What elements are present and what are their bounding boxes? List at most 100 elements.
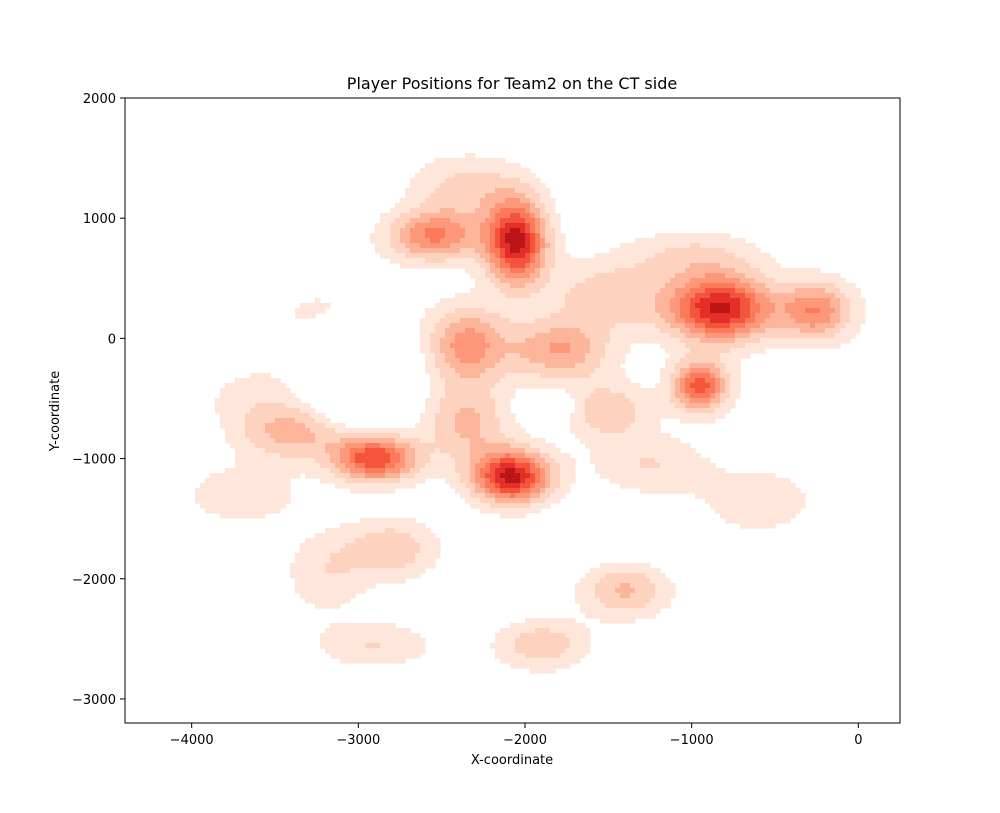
density-cell bbox=[665, 593, 671, 599]
density-cell bbox=[235, 398, 241, 404]
density-cell bbox=[350, 658, 356, 664]
density-cell bbox=[515, 633, 521, 639]
density-cell bbox=[690, 313, 696, 319]
density-cell bbox=[555, 213, 561, 219]
density-cell bbox=[495, 283, 501, 289]
density-cell bbox=[720, 278, 726, 284]
density-cell bbox=[455, 338, 461, 344]
density-cell bbox=[270, 453, 276, 459]
density-cell bbox=[310, 578, 316, 584]
density-cell bbox=[230, 478, 236, 484]
density-cell bbox=[730, 308, 736, 314]
density-cell bbox=[405, 208, 411, 214]
density-cell bbox=[310, 458, 316, 464]
density-cell bbox=[265, 388, 271, 394]
density-cell bbox=[610, 583, 616, 589]
density-cell bbox=[510, 298, 516, 304]
density-cell bbox=[635, 418, 641, 424]
density-cell bbox=[330, 538, 336, 544]
density-cell bbox=[635, 473, 641, 479]
density-cell bbox=[525, 228, 531, 234]
density-cell bbox=[335, 443, 341, 449]
density-cell bbox=[420, 413, 426, 419]
density-cell bbox=[335, 593, 341, 599]
density-cell bbox=[250, 398, 256, 404]
density-cell bbox=[705, 253, 711, 259]
density-cell bbox=[490, 318, 496, 324]
density-cell bbox=[660, 458, 666, 464]
density-cell bbox=[670, 588, 676, 594]
density-cell bbox=[505, 333, 511, 339]
density-cell bbox=[355, 623, 361, 629]
density-cell bbox=[605, 598, 611, 604]
density-cell bbox=[205, 478, 211, 484]
density-cell bbox=[540, 228, 546, 234]
density-cell bbox=[585, 348, 591, 354]
density-cell bbox=[365, 448, 371, 454]
density-cell bbox=[445, 303, 451, 309]
density-cell bbox=[540, 238, 546, 244]
density-cell bbox=[305, 303, 311, 309]
density-cell bbox=[460, 478, 466, 484]
density-cell bbox=[490, 248, 496, 254]
density-cell bbox=[295, 578, 301, 584]
density-cell bbox=[545, 353, 551, 359]
density-cell bbox=[570, 643, 576, 649]
density-cell bbox=[620, 608, 626, 614]
density-cell bbox=[455, 358, 461, 364]
density-cell bbox=[515, 278, 521, 284]
density-cell bbox=[415, 208, 421, 214]
density-cell bbox=[535, 213, 541, 219]
density-cell bbox=[395, 438, 401, 444]
density-cell bbox=[600, 458, 606, 464]
density-cell bbox=[215, 488, 221, 494]
density-cell bbox=[320, 548, 326, 554]
density-cell bbox=[475, 428, 481, 434]
density-cell bbox=[435, 423, 441, 429]
density-cell bbox=[530, 493, 536, 499]
density-cell bbox=[385, 243, 391, 249]
density-cell bbox=[380, 548, 386, 554]
density-cell bbox=[580, 438, 586, 444]
density-cell bbox=[475, 433, 481, 439]
density-cell bbox=[330, 463, 336, 469]
density-cell bbox=[520, 303, 526, 309]
density-cell bbox=[350, 653, 356, 659]
density-cell bbox=[600, 273, 606, 279]
density-cell bbox=[510, 273, 516, 279]
density-cell bbox=[570, 313, 576, 319]
density-cell bbox=[510, 323, 516, 329]
density-cell bbox=[430, 308, 436, 314]
density-cell bbox=[385, 248, 391, 254]
density-cell bbox=[660, 388, 666, 394]
density-cell bbox=[655, 318, 661, 324]
density-cell bbox=[665, 383, 671, 389]
density-cell bbox=[630, 308, 636, 314]
density-cell bbox=[480, 338, 486, 344]
density-cell bbox=[465, 483, 471, 489]
density-cell bbox=[360, 488, 366, 494]
density-cell bbox=[435, 538, 441, 544]
density-cell bbox=[680, 318, 686, 324]
density-cell bbox=[550, 303, 556, 309]
density-cell bbox=[520, 183, 526, 189]
density-cell bbox=[545, 658, 551, 664]
density-cell bbox=[285, 388, 291, 394]
density-cell bbox=[285, 468, 291, 474]
density-cell bbox=[610, 278, 616, 284]
density-cell bbox=[705, 463, 711, 469]
density-cell bbox=[385, 633, 391, 639]
density-cell bbox=[625, 313, 631, 319]
density-cell bbox=[730, 278, 736, 284]
density-cell bbox=[560, 478, 566, 484]
density-cell bbox=[685, 298, 691, 304]
density-cell bbox=[450, 238, 456, 244]
density-cell bbox=[245, 468, 251, 474]
density-cell bbox=[615, 478, 621, 484]
density-cell bbox=[570, 353, 576, 359]
density-cell bbox=[480, 403, 486, 409]
density-cell bbox=[450, 253, 456, 259]
density-cell bbox=[700, 308, 706, 314]
density-cell bbox=[295, 568, 301, 574]
density-cell bbox=[730, 298, 736, 304]
